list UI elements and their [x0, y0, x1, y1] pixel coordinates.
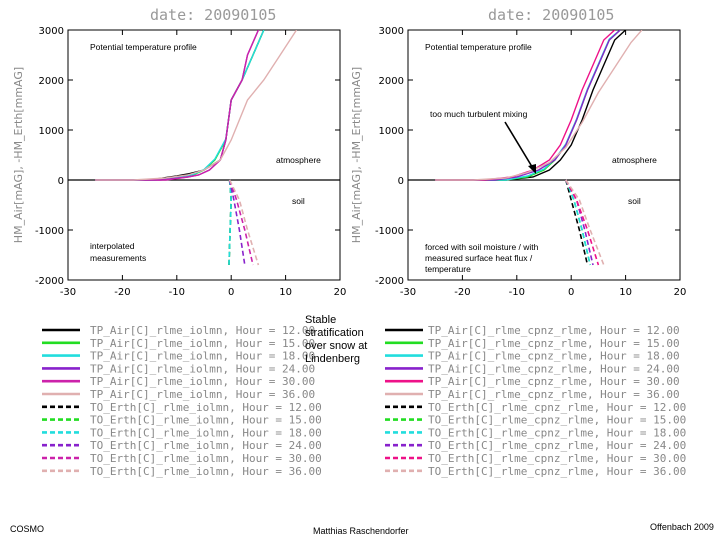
legend-entry-6: TO_Erth[C]_rlme_iolmn, Hour = 12.00: [90, 401, 322, 414]
y-tick-label: 2000: [379, 76, 404, 87]
legend-entry-7: TO_Erth[C]_rlme_cpnz_rlme, Hour = 15.00: [428, 414, 686, 427]
legend-entry-9: TO_Erth[C]_rlme_cpnz_rlme, Hour = 24.00: [428, 439, 686, 452]
y-axis-label: HM_Air[mAG], -HM_Erth[mmAG]: [12, 67, 25, 243]
series-line-5: [435, 30, 643, 181]
interpolated-measurements-text: interpolated measurements: [90, 241, 147, 263]
center-note: Stable stratification over snow at Linde…: [305, 314, 385, 366]
footer-center: Matthias Raschendorfer: [313, 526, 409, 536]
legend-entry-1: TP_Air[C]_rlme_iolmn, Hour = 15.00: [90, 337, 315, 350]
series-line-0: [435, 30, 627, 181]
y-tick-label: -1000: [35, 226, 64, 237]
date-label: date: 20090105: [488, 6, 614, 24]
legend-entry-4: TP_Air[C]_rlme_iolmn, Hour = 30.00: [90, 375, 315, 388]
legend-entry-2: TP_Air[C]_rlme_iolmn, Hour = 18.00: [90, 350, 315, 363]
legend-entry-1: TP_Air[C]_rlme_cpnz_rlme, Hour = 15.00: [428, 337, 680, 350]
series-group: [435, 30, 643, 266]
legend-entry-10: TO_Erth[C]_rlme_iolmn, Hour = 30.00: [90, 452, 322, 465]
legend-entry-7: TO_Erth[C]_rlme_iolmn, Hour = 15.00: [90, 414, 322, 427]
right-atmosphere-label: atmosphere: [612, 155, 657, 165]
legend-entry-5: TP_Air[C]_rlme_cpnz_rlme, Hour = 36.00: [428, 388, 680, 401]
x-tick-label: -20: [454, 287, 470, 298]
legend-entry-3: TP_Air[C]_rlme_cpnz_rlme, Hour = 24.00: [428, 362, 680, 375]
date-label: date: 20090105: [150, 6, 276, 24]
x-tick-label: 10: [279, 287, 292, 298]
series-line-5: [95, 30, 298, 181]
y-tick-label: 3000: [379, 26, 404, 37]
y-tick-label: 2000: [39, 76, 64, 87]
y-tick-label: 0: [398, 176, 404, 187]
legend-entry-9: TO_Erth[C]_rlme_iolmn, Hour = 24.00: [90, 439, 322, 452]
series-group: [95, 30, 298, 266]
right-profile-chart: date: 20090105 -30 -20 -10 0 10 20 3000 2000 1000…: [350, 6, 686, 298]
left-atmosphere-label: atmosphere: [276, 155, 321, 165]
mixing-arrow: [504, 121, 535, 171]
plot-frame: [67, 29, 341, 281]
legend-entry-4: TP_Air[C]_rlme_cpnz_rlme, Hour = 30.00: [428, 375, 680, 388]
series-line-4: [95, 30, 260, 181]
x-tick-label: 10: [619, 287, 632, 298]
x-tick-label: -20: [114, 287, 130, 298]
series-line-10: [228, 179, 254, 266]
legend-entry-0: TP_Air[C]_rlme_iolmn, Hour = 12.00: [90, 324, 315, 337]
left-title: Potential temperature profile: [90, 42, 197, 52]
legend-entry-10: TO_Erth[C]_rlme_cpnz_rlme, Hour = 30.00: [428, 452, 686, 465]
x-tick-label: 0: [568, 287, 574, 298]
series-line-3: [435, 30, 621, 181]
series-line-0: [95, 30, 265, 181]
series-line-2: [435, 30, 621, 181]
footer-right: Offenbach 2009: [650, 522, 714, 532]
y-tick-label: -2000: [375, 276, 404, 287]
x-tick-label: -10: [509, 287, 525, 298]
overlapping-forcing-text: forced with soil moisture / with measure…: [425, 242, 565, 275]
x-tick-label: -30: [400, 287, 416, 298]
series-line-8: [565, 179, 591, 266]
y-tick-label: 0: [58, 176, 64, 187]
x-tick-label: -10: [169, 287, 185, 298]
legend-entry-11: TO_Erth[C]_rlme_iolmn, Hour = 36.00: [90, 465, 322, 478]
series-line-3: [95, 30, 260, 181]
series-line-1: [435, 30, 621, 181]
legend-entry-3: TP_Air[C]_rlme_iolmn, Hour = 24.00: [90, 362, 315, 375]
series-line-2: [95, 30, 265, 181]
left-legend: TP_Air[C]_rlme_iolmn, Hour = 12.00TP_Air…: [42, 324, 322, 478]
right-legend: TP_Air[C]_rlme_cpnz_rlme, Hour = 12.00TP…: [385, 324, 686, 478]
legend-entry-8: TO_Erth[C]_rlme_cpnz_rlme, Hour = 18.00: [428, 426, 686, 439]
series-line-11: [565, 179, 605, 266]
y-tick-label: 3000: [39, 26, 64, 37]
y-tick-label: -1000: [375, 226, 404, 237]
x-tick-label: 0: [228, 287, 234, 298]
mixing-label: too much turbulent mixing: [430, 109, 528, 119]
forcing-text: forced with soil moisture / with measure…: [425, 242, 539, 274]
left-soil-label: soil: [292, 196, 305, 206]
series-line-11: [228, 179, 260, 266]
legend-entry-0: TP_Air[C]_rlme_cpnz_rlme, Hour = 12.00: [428, 324, 680, 337]
legend-entry-11: TO_Erth[C]_rlme_cpnz_rlme, Hour = 36.00: [428, 465, 686, 478]
right-title: Potential temperature profile: [425, 42, 532, 52]
mixing-arrowhead: [528, 164, 536, 174]
x-tick-label: -30: [60, 287, 76, 298]
footer-left: COSMO: [10, 524, 45, 534]
y-axis-label: HM_Air[mAG], -HM_Erth[mmAG]: [350, 67, 363, 243]
legend-entry-8: TO_Erth[C]_rlme_iolmn, Hour = 18.00: [90, 426, 322, 439]
left-profile-chart: date: 20090105 -30 -20 -10 0 10 20 3000 2000 1000…: [12, 6, 346, 298]
x-tick-label: 20: [674, 287, 687, 298]
y-tick-label: 1000: [39, 126, 64, 137]
stable-stratification-text: Stable stratification over snow at Linde…: [305, 314, 368, 365]
legend-entry-6: TO_Erth[C]_rlme_cpnz_rlme, Hour = 12.00: [428, 401, 686, 414]
legend-entry-5: TP_Air[C]_rlme_iolmn, Hour = 36.00: [90, 388, 315, 401]
right-soil-label: soil: [628, 196, 641, 206]
legend-entry-2: TP_Air[C]_rlme_cpnz_rlme, Hour = 18.00: [428, 350, 680, 363]
y-tick-label: 1000: [379, 126, 404, 137]
y-tick-label: -2000: [35, 276, 64, 287]
series-line-9: [228, 179, 246, 266]
plot-frame: [407, 29, 681, 281]
series-line-8: [228, 179, 233, 266]
series-line-6: [565, 179, 589, 266]
x-tick-label: 20: [334, 287, 347, 298]
left-note: interpolated measurements: [90, 240, 170, 264]
series-line-10: [565, 179, 600, 266]
series-line-1: [95, 30, 265, 181]
